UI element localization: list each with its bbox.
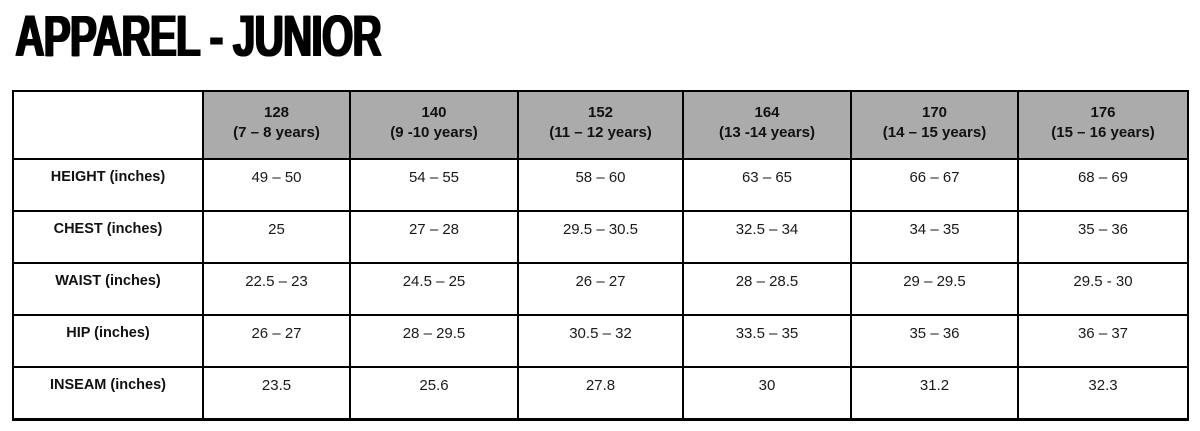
cell-chest-152: 29.5 – 30.5 bbox=[517, 210, 684, 264]
size-label: 128 bbox=[263, 104, 290, 121]
cell-height-164: 63 – 65 bbox=[682, 158, 852, 212]
size-label: 164 bbox=[754, 104, 780, 121]
cell-hip-170: 35 – 36 bbox=[850, 314, 1019, 368]
header-row: 128 (7 – 8 years) 140 (9 -10 years) 152 … bbox=[12, 90, 1189, 160]
cell-inseam-152: 27.8 bbox=[517, 366, 684, 420]
column-header-176: 176 (15 – 16 years) bbox=[1017, 90, 1189, 160]
cell-waist-152: 26 – 27 bbox=[517, 262, 684, 316]
row-label-inseam: INSEAM (inches) bbox=[12, 366, 204, 420]
cell-hip-128: 26 – 27 bbox=[202, 314, 351, 368]
cell-hip-164: 33.5 – 35 bbox=[682, 314, 852, 368]
table-row-inseam: INSEAM (inches) 23.5 25.6 27.8 30 31.2 3… bbox=[12, 366, 1189, 420]
page-title: APPAREL - JUNIOR bbox=[15, 3, 381, 69]
column-header-152: 152 (11 – 12 years) bbox=[517, 90, 684, 160]
size-label: 176 bbox=[1090, 104, 1116, 121]
cell-inseam-164: 30 bbox=[682, 366, 852, 420]
age-range-label: (13 -14 years) bbox=[719, 123, 815, 141]
corner-cell bbox=[12, 90, 204, 160]
column-header-164: 164 (13 -14 years) bbox=[682, 90, 852, 160]
column-header-170: 170 (14 – 15 years) bbox=[850, 90, 1019, 160]
cell-height-128: 49 – 50 bbox=[202, 158, 351, 212]
table-row-hip: HIP (inches) 26 – 27 28 – 29.5 30.5 – 32… bbox=[12, 314, 1189, 368]
table-row-height: HEIGHT (inches) 49 – 50 54 – 55 58 – 60 … bbox=[12, 158, 1189, 212]
age-range-label: (7 – 8 years) bbox=[233, 123, 320, 141]
cell-chest-164: 32.5 – 34 bbox=[682, 210, 852, 264]
age-range-label: (14 – 15 years) bbox=[882, 123, 987, 141]
cell-height-170: 66 – 67 bbox=[850, 158, 1019, 212]
row-label-chest: CHEST (inches) bbox=[12, 210, 204, 264]
cell-waist-128: 22.5 – 23 bbox=[202, 262, 351, 316]
cell-chest-170: 34 – 35 bbox=[850, 210, 1019, 264]
cell-height-140: 54 – 55 bbox=[349, 158, 519, 212]
size-label: 170 bbox=[921, 104, 948, 121]
age-range-label: (9 -10 years) bbox=[390, 123, 478, 141]
cell-chest-128: 25 bbox=[202, 210, 351, 264]
column-header-128: 128 (7 – 8 years) bbox=[202, 90, 351, 160]
size-chart-table: 128 (7 – 8 years) 140 (9 -10 years) 152 … bbox=[12, 90, 1189, 421]
row-label-height: HEIGHT (inches) bbox=[12, 158, 204, 212]
cell-inseam-128: 23.5 bbox=[202, 366, 351, 420]
cell-height-176: 68 – 69 bbox=[1017, 158, 1189, 212]
cell-waist-170: 29 – 29.5 bbox=[850, 262, 1019, 316]
cell-inseam-140: 25.6 bbox=[349, 366, 519, 420]
cell-inseam-170: 31.2 bbox=[850, 366, 1019, 420]
table-row-waist: WAIST (inches) 22.5 – 23 24.5 – 25 26 – … bbox=[12, 262, 1189, 316]
size-label: 140 bbox=[421, 104, 447, 121]
column-header-140: 140 (9 -10 years) bbox=[349, 90, 519, 160]
age-range-label: (15 – 16 years) bbox=[1051, 123, 1155, 141]
cell-waist-140: 24.5 – 25 bbox=[349, 262, 519, 316]
size-label: 152 bbox=[587, 104, 614, 121]
table-row-chest: CHEST (inches) 25 27 – 28 29.5 – 30.5 32… bbox=[12, 210, 1189, 264]
cell-inseam-176: 32.3 bbox=[1017, 366, 1189, 420]
cell-height-152: 58 – 60 bbox=[517, 158, 684, 212]
cell-hip-152: 30.5 – 32 bbox=[517, 314, 684, 368]
cell-hip-176: 36 – 37 bbox=[1017, 314, 1189, 368]
age-range-label: (11 – 12 years) bbox=[549, 123, 652, 141]
row-label-waist: WAIST (inches) bbox=[12, 262, 204, 316]
cell-waist-164: 28 – 28.5 bbox=[682, 262, 852, 316]
cell-chest-140: 27 – 28 bbox=[349, 210, 519, 264]
cell-waist-176: 29.5 - 30 bbox=[1017, 262, 1189, 316]
row-label-hip: HIP (inches) bbox=[12, 314, 204, 368]
cell-chest-176: 35 – 36 bbox=[1017, 210, 1189, 264]
cell-hip-140: 28 – 29.5 bbox=[349, 314, 519, 368]
